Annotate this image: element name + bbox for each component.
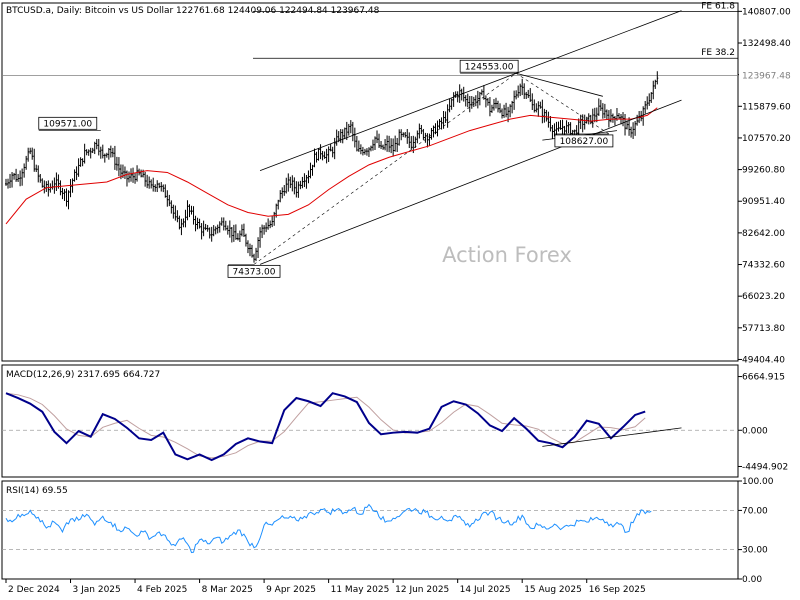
x-tick-label: 8 Mar 2025 xyxy=(202,585,253,595)
price-y-tick-label: 107570.20 xyxy=(742,134,791,144)
fib-level-label: FE 38.2 xyxy=(701,48,735,58)
point-label: 109571.00 xyxy=(43,119,92,129)
macd-title: MACD(12,26,9) 2317.695 664.727 xyxy=(6,370,160,380)
rsi-y-tick-label: 30.00 xyxy=(742,546,768,556)
current-price-label: 123967.48 xyxy=(742,71,791,81)
x-tick-label: 14 Jul 2025 xyxy=(460,585,511,595)
price-y-tick-label: 99260.80 xyxy=(742,166,785,176)
watermark: Action Forex xyxy=(442,243,572,267)
rsi-line xyxy=(5,503,652,554)
rsi-y-tick-label: 70.00 xyxy=(742,506,768,516)
price-panel-frame xyxy=(1,2,739,362)
point-label-box xyxy=(38,116,98,130)
chart-header: BTCUSD.a, Daily: Bitcoin vs US Dollar 12… xyxy=(6,6,380,16)
rsi-title: RSI(14) 69.55 xyxy=(6,486,68,496)
macd-line xyxy=(5,392,646,462)
price-y-tick-label: 140807.00 xyxy=(742,7,791,17)
x-tick-label: 2 Dec 2024 xyxy=(8,585,60,595)
point-label: 108627.00 xyxy=(560,137,609,147)
rsi-panel-frame xyxy=(1,480,739,580)
macd-y-tick-label: 0.000 xyxy=(742,426,768,436)
price-y-tick-label: 90951.40 xyxy=(742,197,785,207)
x-tick-label: 3 Jan 2025 xyxy=(73,585,121,595)
x-tick-label: 11 May 2025 xyxy=(331,585,390,595)
rsi-y-tick-label: 0.00 xyxy=(742,575,762,585)
channel-upper-line xyxy=(259,10,682,171)
price-y-tick-label: 115879.60 xyxy=(742,102,791,112)
x-tick-label: 15 Aug 2025 xyxy=(524,585,582,595)
price-y-tick-label: 74332.60 xyxy=(742,261,785,271)
macd-panel-frame xyxy=(1,364,739,478)
macd-y-tick-label: 6664.915 xyxy=(742,373,785,383)
point-label-box xyxy=(227,264,281,278)
point-label-box xyxy=(554,134,614,148)
price-y-tick-label: 57713.80 xyxy=(742,324,785,334)
rsi-y-tick-label: 100.00 xyxy=(742,477,774,487)
price-y-tick-label: 82642.00 xyxy=(742,229,785,239)
x-tick-label: 12 Jun 2025 xyxy=(395,585,449,595)
current-price-tag xyxy=(739,69,799,82)
price-y-tick-label: 49404.40 xyxy=(742,355,785,365)
x-tick-label: 4 Feb 2025 xyxy=(137,585,187,595)
fib-level-label: FE 61.8 xyxy=(701,1,735,11)
price-y-tick-label: 66023.20 xyxy=(742,292,785,302)
x-tick-label: 16 Sep 2025 xyxy=(589,585,646,595)
price-y-tick-label: 132498.40 xyxy=(742,39,791,49)
macd-trendline xyxy=(542,427,682,447)
point-label: 74373.00 xyxy=(233,267,276,277)
channel-lower-line xyxy=(259,99,682,265)
macd-y-tick-label: -4494.902 xyxy=(742,462,788,472)
x-tick-label: 9 Apr 2025 xyxy=(266,585,316,595)
point-label-box xyxy=(459,59,519,73)
moving-average-line xyxy=(5,107,658,225)
wedge-upper-line xyxy=(516,72,603,97)
point-label: 124553.00 xyxy=(465,62,514,72)
